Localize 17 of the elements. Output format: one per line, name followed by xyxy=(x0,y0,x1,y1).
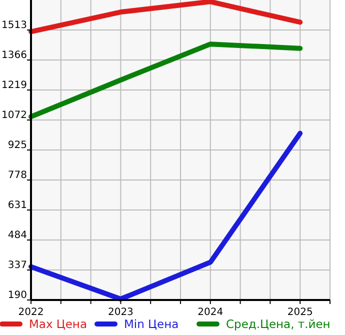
y-tick-label: 484 xyxy=(8,230,27,241)
y-tick-label: 1366 xyxy=(2,50,27,61)
y-tick-label: 1072 xyxy=(2,110,27,121)
y-tick-label: 1513 xyxy=(2,20,27,31)
legend-label: Max Цена xyxy=(29,317,87,331)
x-tick-label: 2022 xyxy=(18,307,44,318)
y-tick-label: 190 xyxy=(8,290,27,301)
y-tick-label: 925 xyxy=(8,140,27,151)
y-tick-label: 1219 xyxy=(2,80,27,91)
x-tick-label: 2024 xyxy=(198,307,224,318)
y-tick-label: 778 xyxy=(8,170,27,181)
x-tick-label: 2023 xyxy=(108,307,134,318)
x-tick-label: 2025 xyxy=(287,307,313,318)
legend-label: Min Цена xyxy=(124,317,179,331)
y-tick-label: 337 xyxy=(8,260,27,271)
y-tick-label: 631 xyxy=(8,200,27,211)
legend-label: Сред.Цена, т.йен xyxy=(226,317,330,331)
